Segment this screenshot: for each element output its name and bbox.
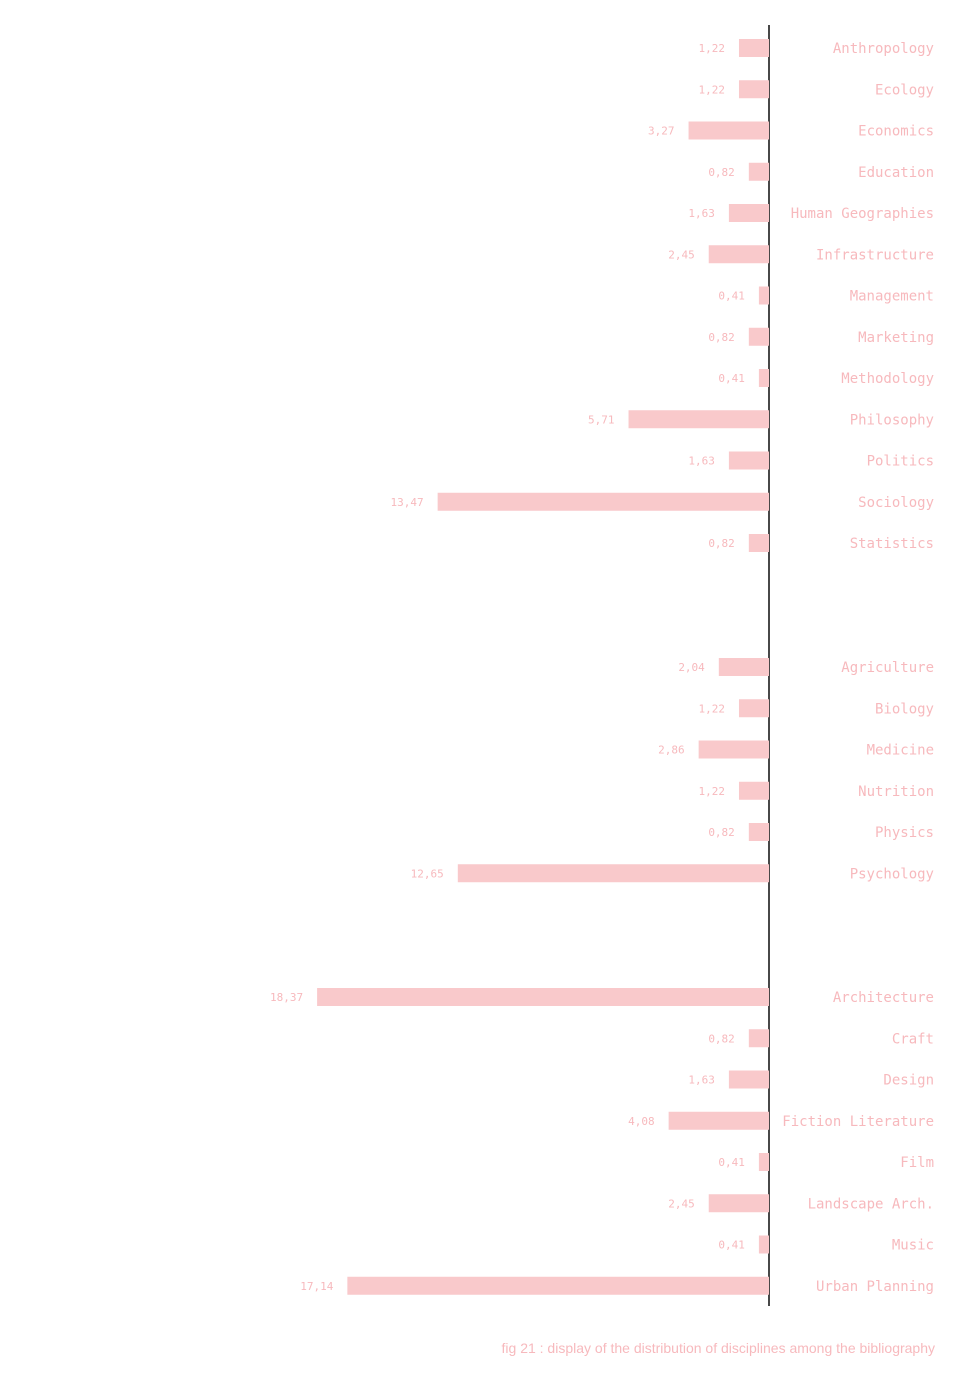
bar: [748, 1029, 769, 1048]
bar-value-label: 1,22: [698, 42, 725, 55]
bar: [738, 80, 769, 99]
bar-value-label: 1,22: [698, 83, 725, 96]
category-label: Urban Planning: [816, 1279, 934, 1295]
category-label: Methodology: [841, 371, 934, 387]
bar-value-label: 1,63: [688, 207, 715, 220]
bar: [758, 1153, 769, 1171]
category-label: Management: [850, 289, 934, 305]
bar: [738, 781, 769, 800]
category-label: Nutrition: [858, 784, 934, 800]
category-label: Music: [892, 1238, 934, 1254]
bar-value-label: 3,27: [648, 125, 675, 138]
bar-value-label: 4,08: [628, 1115, 655, 1128]
bar-value-label: 1,63: [688, 455, 715, 468]
bar-value-label: 12,65: [411, 867, 444, 880]
bar: [728, 1070, 769, 1089]
category-label: Fiction Literature: [782, 1114, 934, 1130]
bar-value-label: 13,47: [391, 496, 424, 509]
bar: [317, 988, 769, 1006]
bar: [748, 534, 769, 552]
bar-value-label: 0,41: [718, 290, 745, 303]
category-label: Philosophy: [850, 412, 934, 428]
bar: [668, 1111, 769, 1130]
category-label: Infrastructure: [816, 247, 934, 263]
bar: [728, 451, 769, 470]
bar-value-label: 5,71: [588, 413, 615, 426]
category-label: Ecology: [875, 82, 934, 98]
bar-value-label: 0,82: [708, 826, 735, 839]
bars-group: 1,22 Anthropology 1,22 Ecology 3,27 Economics…: [270, 39, 934, 1295]
category-label: Anthropology: [833, 41, 934, 57]
category-label: Politics: [867, 454, 934, 470]
bar-value-label: 0,41: [718, 372, 745, 385]
bar-value-label: 0,82: [708, 331, 735, 344]
bar: [718, 658, 769, 676]
bar: [758, 369, 769, 387]
bar-value-label: 1,22: [698, 702, 725, 715]
bar: [698, 740, 769, 759]
category-label: Medicine: [867, 743, 934, 759]
bar-value-label: 17,14: [300, 1280, 333, 1293]
bar-value-label: 0,41: [718, 1156, 745, 1169]
category-label: Biology: [875, 701, 934, 717]
bar: [748, 823, 769, 841]
bar-value-label: 0,41: [718, 1239, 745, 1252]
category-label: Agriculture: [841, 660, 934, 676]
category-label: Architecture: [833, 990, 934, 1006]
bar: [708, 245, 769, 264]
bar: [748, 327, 769, 346]
category-label: Sociology: [858, 495, 934, 511]
bar-value-label: 0,82: [708, 166, 735, 179]
category-label: Education: [858, 165, 934, 181]
figure-caption: fig 21 : display of the distribution of …: [501, 1340, 935, 1356]
bar-value-label: 1,63: [688, 1074, 715, 1087]
category-label: Craft: [892, 1031, 934, 1047]
bar-value-label: 2,04: [678, 661, 705, 674]
bar-value-label: 1,22: [698, 785, 725, 798]
category-label: Design: [883, 1073, 934, 1089]
bar: [758, 1235, 769, 1254]
category-label: Marketing: [858, 330, 934, 346]
bar: [738, 699, 769, 718]
category-label: Psychology: [850, 866, 934, 882]
bar-value-label: 0,82: [708, 537, 735, 550]
bar-value-label: 2,45: [668, 248, 695, 261]
category-label: Film: [900, 1155, 934, 1171]
bar-value-label: 2,86: [658, 744, 685, 757]
bar: [728, 204, 769, 222]
bar: [457, 864, 769, 883]
bar-value-label: 2,45: [668, 1197, 695, 1210]
bar: [708, 1194, 769, 1213]
bar: [347, 1276, 769, 1295]
bar: [748, 162, 769, 181]
bar: [628, 410, 769, 429]
bar-value-label: 18,37: [270, 991, 303, 1004]
bar: [738, 39, 769, 57]
bar: [437, 492, 769, 511]
category-label: Landscape Arch.: [808, 1196, 934, 1212]
bar-value-label: 0,82: [708, 1032, 735, 1045]
category-label: Statistics: [850, 536, 934, 552]
bar: [758, 286, 769, 305]
bar: [688, 121, 769, 140]
category-label: Human Geographies: [791, 206, 934, 222]
category-label: Physics: [875, 825, 934, 841]
category-label: Economics: [858, 124, 934, 140]
